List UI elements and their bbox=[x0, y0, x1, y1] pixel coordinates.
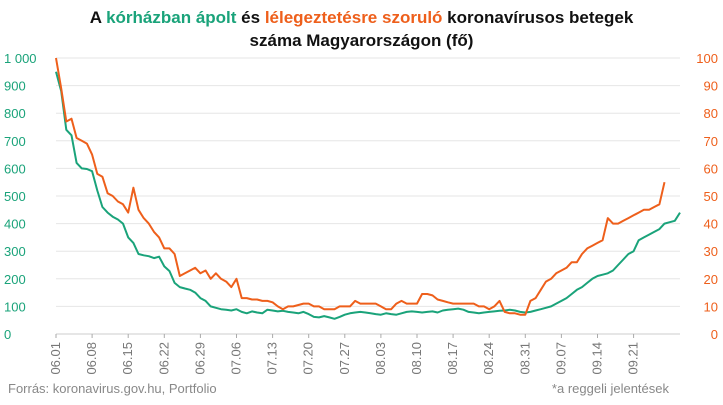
right-tick-label: 100 bbox=[696, 51, 718, 66]
right-tick-label: 10 bbox=[704, 299, 718, 314]
right-tick-label: 50 bbox=[704, 189, 718, 204]
x-tick-label: 08.31 bbox=[517, 342, 532, 375]
right-tick-label: 40 bbox=[704, 217, 718, 232]
gridlines bbox=[56, 57, 680, 335]
left-tick-label: 1 000 bbox=[4, 51, 37, 66]
x-tick-label: 08.24 bbox=[481, 342, 496, 375]
right-tick-label: 20 bbox=[704, 272, 718, 287]
right-tick-label: 70 bbox=[704, 134, 718, 149]
title-part-3: koronavírusos betegek bbox=[442, 8, 634, 27]
x-tick-label: 07.20 bbox=[301, 342, 316, 375]
source-note: Forrás: koronavirus.gov.hu, Portfolio bbox=[8, 381, 217, 396]
footnote: *a reggeli jelentések bbox=[551, 381, 669, 396]
x-tick-label: 06.15 bbox=[120, 342, 135, 375]
left-tick-label: 700 bbox=[4, 134, 26, 149]
left-tick-label: 100 bbox=[4, 299, 26, 314]
left-tick-label: 200 bbox=[4, 272, 26, 287]
x-tick-label: 08.03 bbox=[373, 342, 388, 375]
title-part-1: A bbox=[89, 8, 107, 27]
x-axis-ticks: 06.01 06.08 06.15 06.22 06.29 07.06 07.13 07.20… bbox=[48, 334, 641, 375]
x-tick-label: 06.08 bbox=[84, 342, 99, 375]
chart-title-line-2: száma Magyarországon (fő) bbox=[249, 31, 474, 50]
right-axis-ticks: 0 10 20 30 40 50 60 70 80 90 100 bbox=[696, 51, 718, 342]
x-tick-label: 06.22 bbox=[156, 342, 171, 375]
x-tick-label: 07.06 bbox=[228, 342, 243, 375]
left-tick-label: 800 bbox=[4, 106, 26, 121]
chart-title: A kórházban ápolt és lélegeztetésre szor… bbox=[0, 6, 723, 52]
right-tick-label: 0 bbox=[711, 327, 718, 342]
series-lines bbox=[55, 57, 681, 320]
right-tick-label: 80 bbox=[704, 106, 718, 121]
right-tick-label: 60 bbox=[704, 161, 718, 176]
left-tick-label: 400 bbox=[4, 217, 26, 232]
x-tick-label: 09.14 bbox=[589, 342, 604, 375]
left-tick-label: 0 bbox=[4, 327, 11, 342]
left-tick-label: 300 bbox=[4, 244, 26, 259]
x-tick-label: 09.21 bbox=[626, 342, 641, 375]
x-tick-label: 07.13 bbox=[265, 342, 280, 375]
x-tick-label: 09.07 bbox=[553, 342, 568, 375]
title-part-2: és bbox=[236, 8, 265, 27]
right-tick-label: 90 bbox=[704, 79, 718, 94]
x-tick-label: 06.01 bbox=[48, 342, 63, 375]
ventilator-series-line bbox=[55, 57, 666, 316]
title-ventilator-phrase: lélegeztetésre szoruló bbox=[264, 8, 443, 27]
chart-title-line-1: A kórházban ápolt és lélegeztetésre szor… bbox=[0, 6, 723, 29]
left-tick-label: 600 bbox=[4, 161, 26, 176]
x-tick-label: 06.29 bbox=[192, 342, 207, 375]
left-axis-ticks: 0 100 200 300 400 500 600 700 800 900 1 000 bbox=[4, 51, 37, 342]
right-tick-label: 30 bbox=[704, 244, 718, 259]
title-hospital-phrase: kórházban ápolt bbox=[106, 8, 237, 27]
x-tick-label: 08.17 bbox=[445, 342, 460, 375]
hospital-series-line bbox=[55, 71, 681, 320]
left-tick-label: 500 bbox=[4, 189, 26, 204]
x-tick-label: 07.27 bbox=[337, 342, 352, 375]
x-tick-label: 08.10 bbox=[409, 342, 424, 375]
left-tick-label: 900 bbox=[4, 79, 26, 94]
